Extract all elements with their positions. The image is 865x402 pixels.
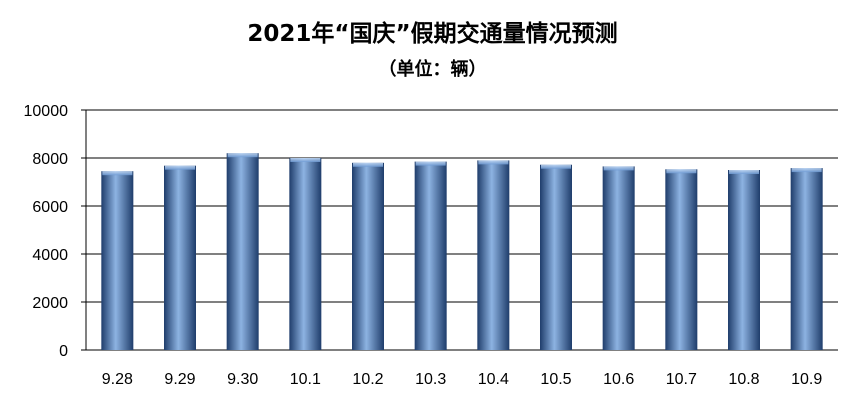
x-tick-label: 9.30: [227, 371, 258, 388]
x-tick-label: 10.7: [666, 371, 697, 388]
bar-highlight: [666, 169, 697, 174]
bar: [289, 158, 322, 350]
tick-labels: 0 2000 4000 6000 8000 10000 9.28 9.29 9.30 10.1 10…: [24, 103, 823, 388]
x-tick-label: 10.4: [478, 371, 509, 388]
bar-highlight: [478, 160, 509, 165]
bar: [164, 165, 196, 350]
bar: [477, 160, 510, 350]
bar-highlight: [102, 171, 133, 176]
bar-highlight: [415, 161, 446, 166]
x-tick-label: 10.1: [290, 371, 321, 388]
bar-highlight: [165, 165, 195, 170]
bar: [101, 171, 134, 350]
chart-subtitle: （单位：辆）: [378, 59, 487, 80]
y-tick-label: 6000: [32, 199, 68, 216]
bar-highlight: [353, 162, 383, 167]
bar-highlight: [290, 158, 321, 162]
x-tick-label: 10.5: [540, 371, 571, 388]
bar-highlight: [541, 164, 571, 169]
bar-highlight: [227, 153, 258, 158]
bars: [101, 153, 823, 350]
bar-highlight: [729, 170, 759, 174]
x-tick-label: 10.6: [603, 371, 634, 388]
x-tick-label: 10.3: [415, 371, 446, 388]
bar: [790, 168, 823, 350]
bar-highlight: [603, 166, 634, 171]
x-tick-label: 10.8: [728, 371, 759, 388]
x-tick-label: 10.9: [791, 371, 822, 388]
y-tick-label: 0: [59, 343, 68, 360]
y-tick-label: 4000: [32, 247, 68, 264]
gridlines: [81, 109, 838, 351]
bar: [665, 169, 698, 350]
x-tick-label: 10.2: [352, 371, 383, 388]
bar: [602, 166, 635, 350]
bar: [540, 164, 572, 350]
bar: [352, 162, 384, 350]
chart-title: 2021年“国庆”假期交通量情况预测: [247, 21, 618, 47]
bar-highlight: [791, 168, 822, 173]
y-tick-label: 8000: [32, 151, 68, 168]
bar: [414, 161, 447, 350]
y-tick-label: 2000: [32, 295, 68, 312]
bar: [728, 170, 760, 350]
x-tick-label: 9.29: [164, 371, 195, 388]
y-tick-label: 10000: [24, 103, 69, 120]
bar: [226, 153, 259, 350]
x-tick-label: 9.28: [102, 371, 133, 388]
